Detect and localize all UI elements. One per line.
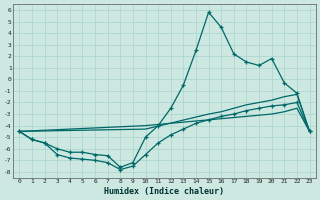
X-axis label: Humidex (Indice chaleur): Humidex (Indice chaleur)	[104, 187, 224, 196]
